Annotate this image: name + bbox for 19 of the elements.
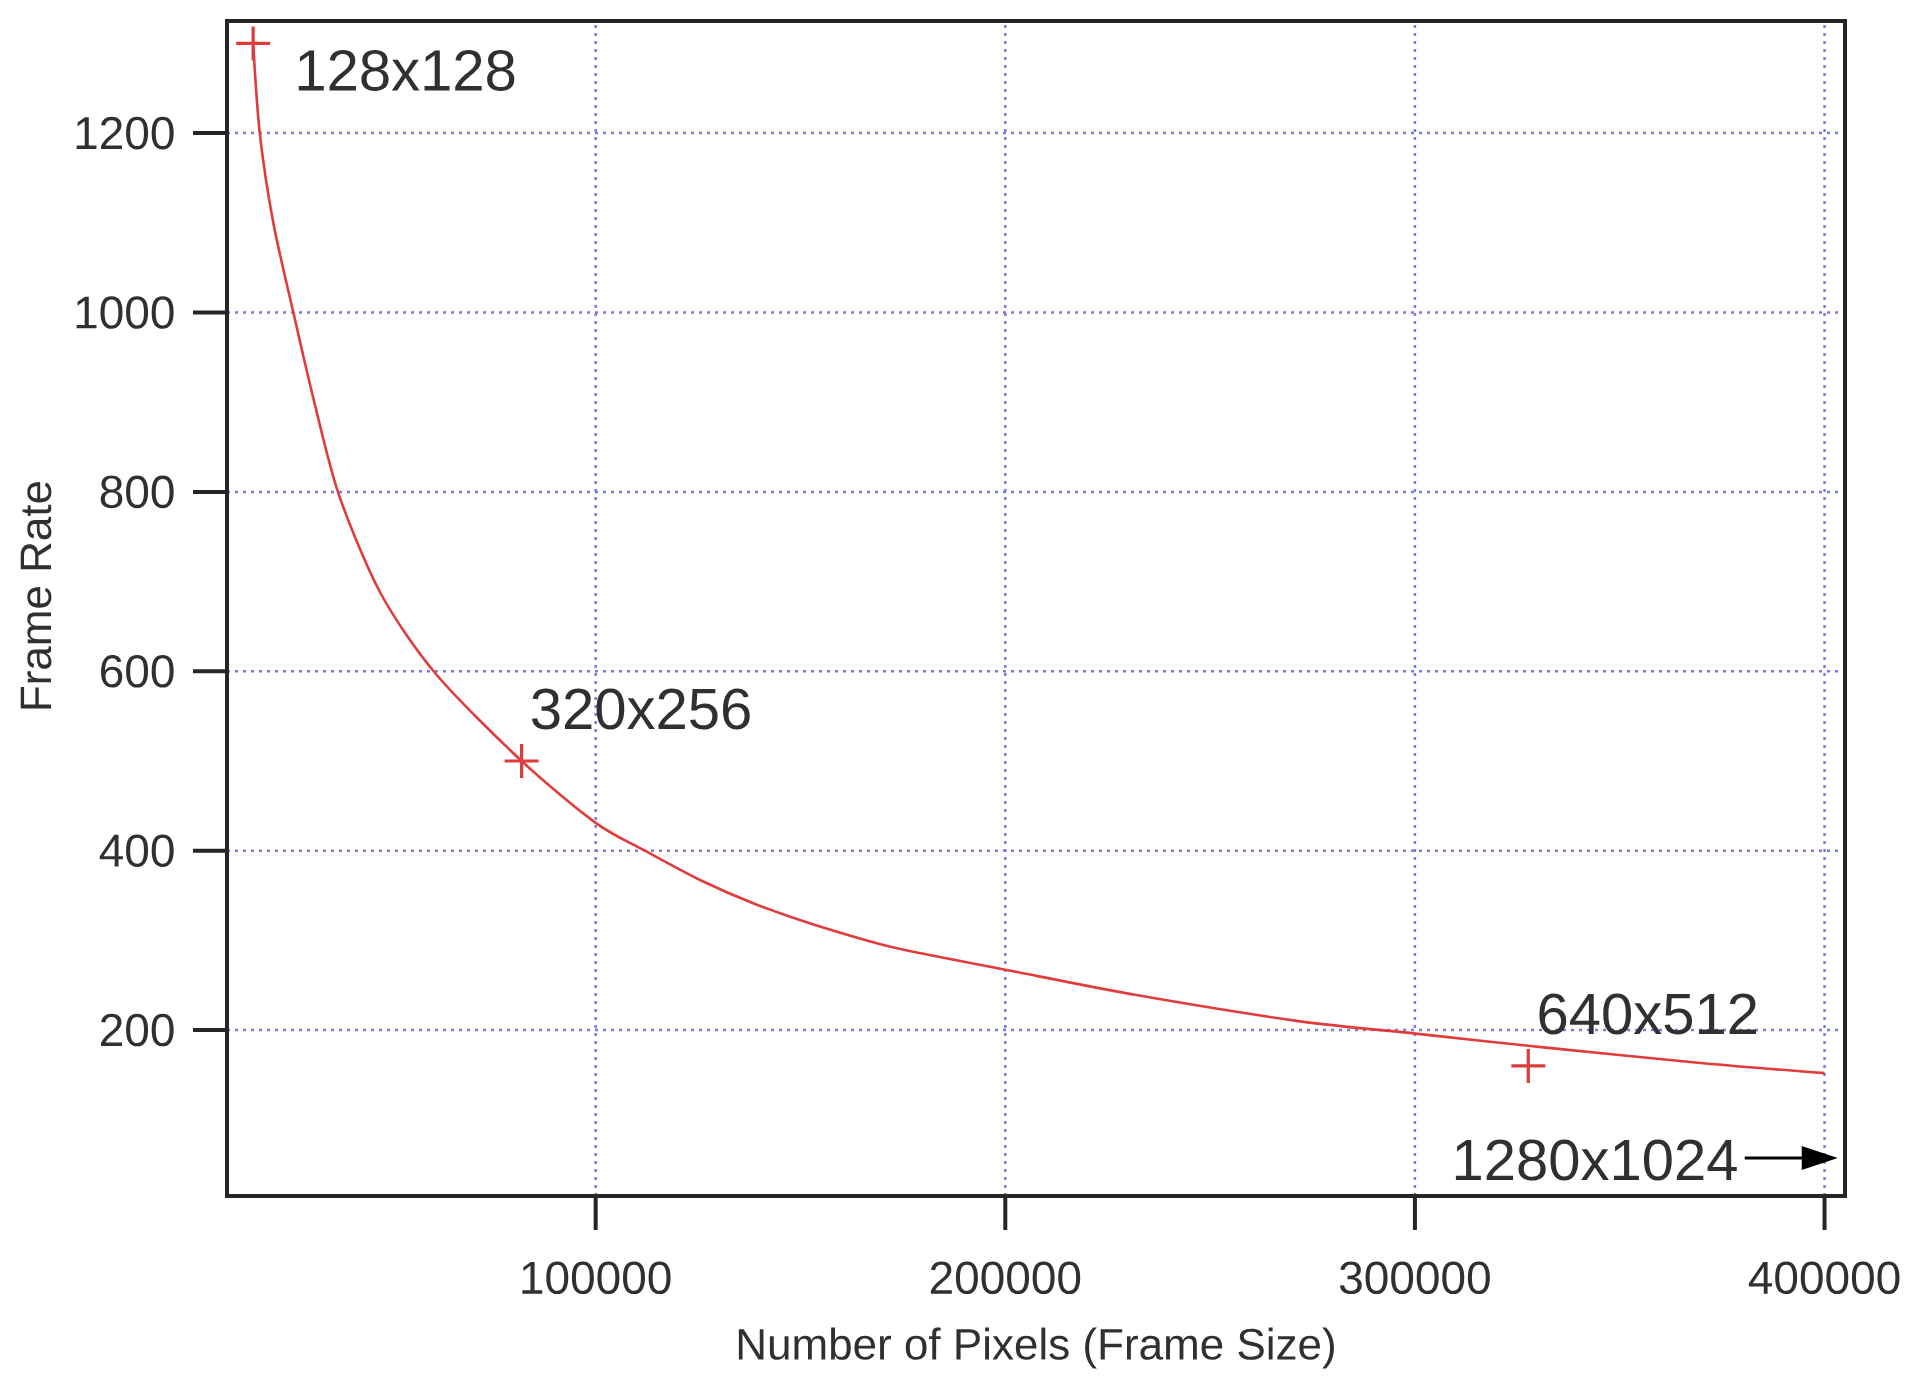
y-tick-label: 600: [101, 655, 174, 688]
x-tick-label: 200000: [930, 1261, 1081, 1295]
x-axis-title: Number of Pixels (Frame Size): [738, 1327, 1334, 1369]
x-tick-label: 400000: [1748, 1261, 1900, 1295]
annotation: 128x128: [298, 49, 515, 91]
x-tick-label: 100000: [522, 1261, 671, 1295]
annotation: 1280x1024: [1455, 1139, 1737, 1181]
annotation: 320x256: [532, 688, 750, 730]
y-tick-label: 800: [100, 475, 174, 509]
point: [236, 26, 271, 61]
point: [504, 743, 539, 778]
y-axis-title: Frame Rate: [20, 481, 52, 709]
y-tick-label: 1000: [76, 296, 174, 329]
y-tick-label: 200: [101, 1013, 174, 1047]
point: [1511, 1048, 1546, 1083]
annotation: 640x512: [1539, 993, 1757, 1035]
y-tick-label: 400: [99, 834, 174, 867]
x-tick-label: 300000: [1339, 1261, 1490, 1295]
y-tick-label: 1200: [76, 116, 174, 150]
